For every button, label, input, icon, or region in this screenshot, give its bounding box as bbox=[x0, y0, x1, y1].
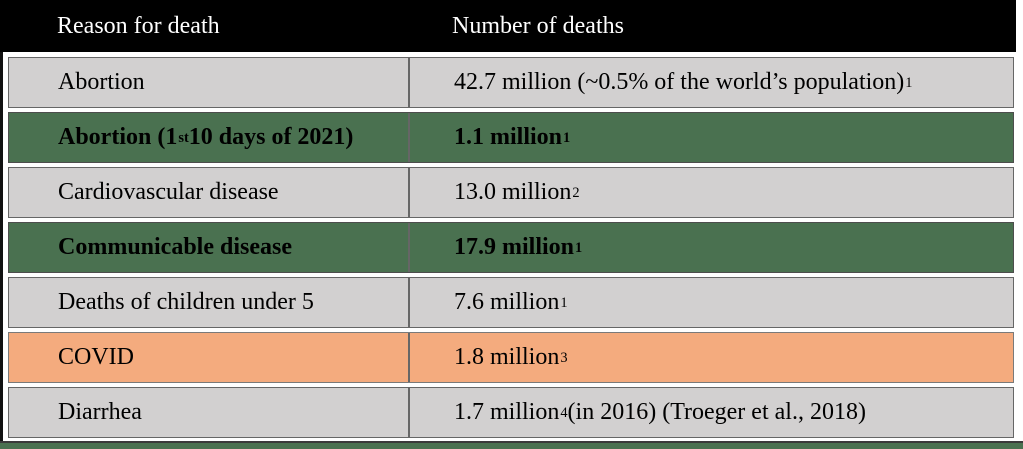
table-row: Cardiovascular disease 13.0 million 2 bbox=[8, 167, 1014, 218]
deaths-cell: 17.9 million 1 bbox=[454, 234, 583, 260]
reason-cell: Deaths of children under 5 bbox=[9, 278, 410, 327]
header-number-of-deaths: Number of deaths bbox=[452, 12, 624, 39]
deaths-cell: 7.6 million 1 bbox=[454, 289, 568, 315]
deaths-cell: 42.7 million (~0.5% of the world’s popul… bbox=[454, 69, 913, 95]
reason-cell: Abortion (1 st 10 days of 2021) bbox=[9, 113, 410, 162]
deaths-cell: 1.7 million 4 (in 2016) (Troeger et al., … bbox=[454, 399, 866, 425]
table-left-border bbox=[0, 0, 3, 449]
table-body: Abortion 42.7 million (~0.5% of the worl… bbox=[8, 53, 1014, 438]
table-row: Abortion 42.7 million (~0.5% of the worl… bbox=[8, 57, 1014, 108]
deaths-cell: 13.0 million 2 bbox=[454, 179, 580, 205]
table-row: Communicable disease 17.9 million 1 bbox=[8, 222, 1014, 273]
table-row: Diarrhea 1.7 million 4 (in 2016) (Troeger… bbox=[8, 387, 1014, 438]
header-reason-for-death: Reason for death bbox=[57, 12, 220, 39]
table-row: Abortion (1 st 10 days of 2021) 1.1 milli… bbox=[8, 112, 1014, 163]
deaths-cell: 1.1 million 1 bbox=[454, 124, 571, 150]
table-header-row: Reason for death Number of deaths bbox=[0, 0, 1016, 52]
reason-cell: Communicable disease bbox=[9, 223, 410, 272]
table-row: Deaths of children under 5 7.6 million 1 bbox=[8, 277, 1014, 328]
reason-cell: Cardiovascular disease bbox=[9, 168, 410, 217]
bottom-accent-bar bbox=[0, 441, 1023, 449]
table-row: COVID 1.8 million 3 bbox=[8, 332, 1014, 383]
reason-cell: Abortion bbox=[9, 58, 410, 107]
reason-cell: COVID bbox=[9, 333, 410, 382]
reason-cell: Diarrhea bbox=[9, 388, 410, 437]
deaths-cell: 1.8 million 3 bbox=[454, 344, 568, 370]
